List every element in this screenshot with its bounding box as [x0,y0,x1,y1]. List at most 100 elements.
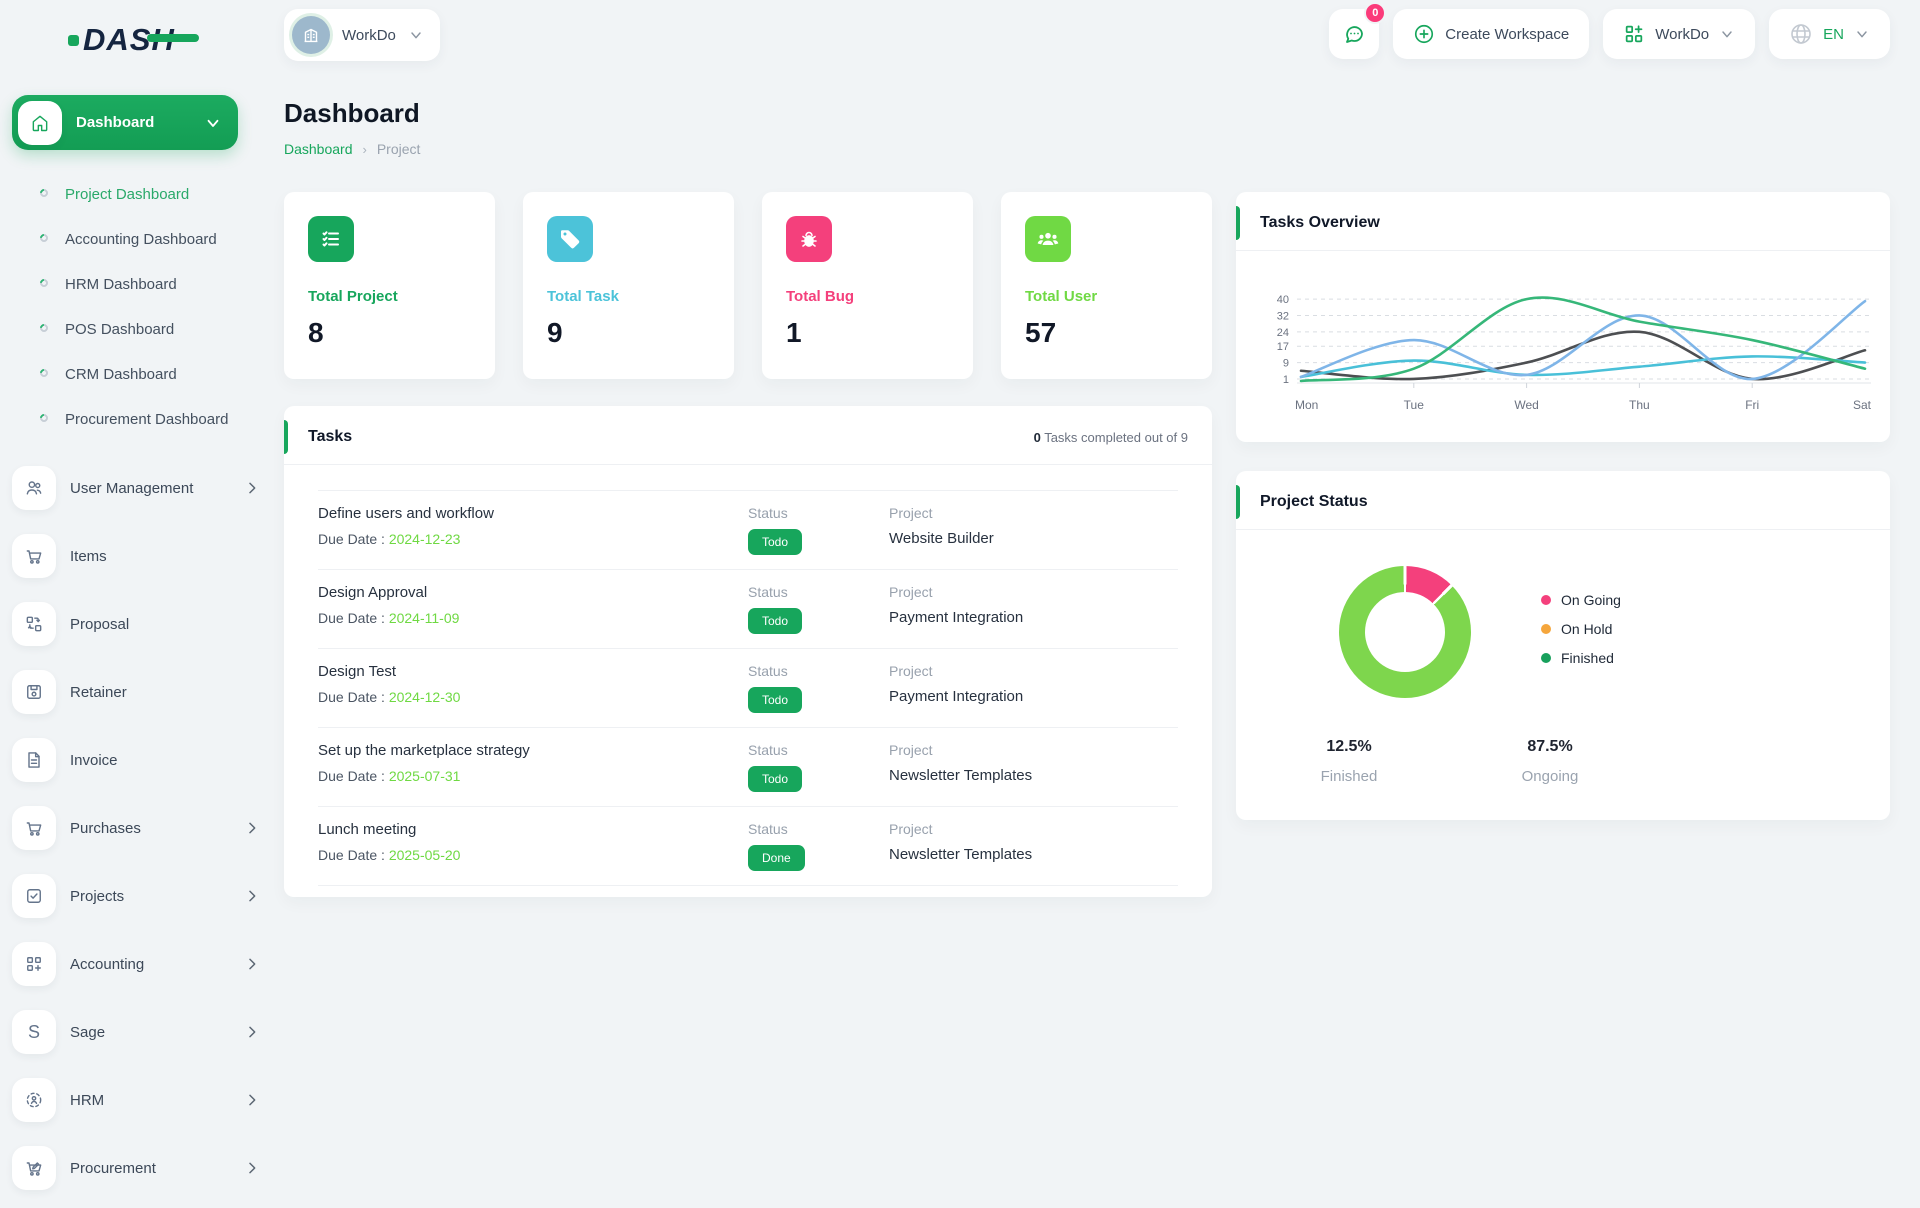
legend-item-on-going: On Going [1541,592,1621,608]
task-project-cell: Project Newsletter Templates [889,821,1178,863]
project-column-label: Project [889,821,933,837]
workdo-menu-button[interactable]: WorkDo [1603,9,1756,59]
svg-text:17: 17 [1277,341,1289,353]
chart-legend: On Going On Hold Finished [1541,592,1621,679]
create-workspace-button[interactable]: Create Workspace [1393,9,1590,59]
task-project-cell: Project Payment Integration [889,584,1178,626]
chevron-right-icon [244,820,260,836]
workspace-selector[interactable]: WorkDo [284,9,440,61]
chevron-down-icon [408,27,424,43]
sage-icon: S [12,1010,56,1054]
project-status-panel: Project Status On Going On Hold Finished 1… [1236,471,1890,820]
stat-label: Total User [1025,288,1098,305]
page-title: Dashboard [284,98,420,128]
sidebar-item-retainer[interactable]: Retainer [0,664,284,720]
sidebar-item-dashboard[interactable]: Dashboard [12,95,238,150]
stat-card-total-task: Total Task 9 [523,192,734,379]
grid-plus-icon [1623,23,1645,45]
svg-text:Wed: Wed [1514,398,1538,412]
task-list: Define users and workflow Due Date : 202… [284,490,1212,885]
project-status-title: Project Status [1260,493,1368,510]
sidebar-item-hrm[interactable]: HRM [0,1072,284,1128]
bullet-icon [38,412,50,424]
tasks-overview-panel: Tasks Overview 1 9 17 24 32 40 Mon Tue Wed Thu Fri… [1236,192,1890,442]
legend-dot-icon [1541,653,1551,663]
sidebar-item-purchases[interactable]: Purchases [0,800,284,856]
sidebar-menu: User Management Items Proposal Retainer Invo… [0,460,284,1196]
invoice-icon [12,738,56,782]
series-green [1299,296,1867,383]
chat-icon [1342,22,1366,46]
project-column-label: Project [889,584,933,600]
sidebar-item-label: Procurement [70,1159,156,1177]
sidebar-item-label: Items [70,547,107,565]
sidebar-subitem-accounting-dashboard[interactable]: Accounting Dashboard [0,217,284,262]
bullet-icon [38,367,50,379]
legend-label: On Going [1561,592,1621,608]
sidebar-subitem-pos-dashboard[interactable]: POS Dashboard [0,307,284,352]
sidebar-item-accounting[interactable]: Accounting [0,936,284,992]
brand-logo[interactable]: DASH [68,22,227,58]
sidebar-item-invoice[interactable]: Invoice [0,732,284,788]
logo-dash-icon [146,34,199,42]
sidebar-item-label: Dashboard [76,114,155,131]
legend-item-finished: Finished [1541,650,1621,666]
sidebar-subitem-procurement-dashboard[interactable]: Procurement Dashboard [0,397,284,442]
sidebar-subitem-crm-dashboard[interactable]: CRM Dashboard [0,352,284,397]
sidebar-item-procurement[interactable]: Procurement [0,1140,284,1196]
task-status-cell: Status Done [748,821,889,871]
sidebar-item-projects[interactable]: Projects [0,868,284,924]
sidebar-item-items[interactable]: Items [0,528,284,584]
task-status-cell: Status Todo [748,742,889,792]
panel-accent [1236,485,1240,519]
retainer-icon [12,670,56,714]
legend-label: On Hold [1561,621,1613,637]
sidebar-nav: Dashboard Project Dashboard Accounting Da… [0,95,284,1208]
cart-icon [12,534,56,578]
task-title: Set up the marketplace strategy [318,742,530,759]
task-row: Design Approval Due Date : 2024-11-09 St… [318,569,1178,648]
tasks-panel: Tasks 0 Tasks completed out of 9 Define … [284,406,1212,897]
breadcrumb: Dashboard › Project [284,141,1890,157]
stat-value: 8 [308,317,324,348]
stat-label: Total Task [547,288,619,305]
sidebar-item-user-management[interactable]: User Management [0,460,284,516]
checklist-icon [308,216,354,262]
task-row: Define users and workflow Due Date : 202… [318,490,1178,569]
project-column-label: Project [889,505,933,521]
globe-icon [1789,22,1813,46]
panel-accent [284,420,288,454]
dashboard-submenu: Project Dashboard Accounting Dashboard HRM… [0,172,284,442]
sidebar-subitem-label: CRM Dashboard [65,366,177,383]
messages-button[interactable]: 0 [1329,2,1387,59]
sidebar-item-proposal[interactable]: Proposal [0,596,284,652]
proposal-icon [12,602,56,646]
sidebar-subitem-project-dashboard[interactable]: Project Dashboard [0,172,284,217]
chevron-right-icon [244,480,260,496]
svg-text:Mon: Mon [1295,398,1318,412]
task-due-date: Due Date : 2025-07-31 [318,768,461,784]
sidebar-item-sage[interactable]: S Sage [0,1004,284,1060]
stat-label: Total Bug [786,288,855,305]
task-project-name: Newsletter Templates [889,767,1033,784]
task-due-date: Due Date : 2024-11-09 [318,610,460,626]
project-status-summary: 12.5% Finished 87.5% Ongoing [1289,738,1890,785]
sidebar: DASH Dashboard Project Dashboard Accounti… [0,0,284,1190]
svg-text:Fri: Fri [1745,398,1759,412]
sidebar-subitem-hrm-dashboard[interactable]: HRM Dashboard [0,262,284,307]
chevron-right-icon [244,1024,260,1040]
workspace-name: WorkDo [342,26,396,44]
task-project-name: Payment Integration [889,609,1024,626]
task-due-date: Due Date : 2024-12-30 [318,689,461,705]
tasks-overview-chart: 1 9 17 24 32 40 Mon Tue Wed Thu Fri Sat [1236,251,1890,421]
breadcrumb-dashboard-link[interactable]: Dashboard [284,141,353,157]
language-selector[interactable]: EN [1769,9,1890,59]
language-label: EN [1823,25,1844,43]
sidebar-subitem-label: Procurement Dashboard [65,411,229,428]
stat-cards: Total Project 8 Total Task 9 Total Bug 1 Total… [284,192,1212,379]
donut-stat-value: 12.5% [1326,738,1372,755]
svg-text:9: 9 [1283,358,1289,370]
create-workspace-label: Create Workspace [1445,25,1570,43]
sidebar-item-label: User Management [70,479,194,497]
status-badge: Todo [748,608,803,634]
